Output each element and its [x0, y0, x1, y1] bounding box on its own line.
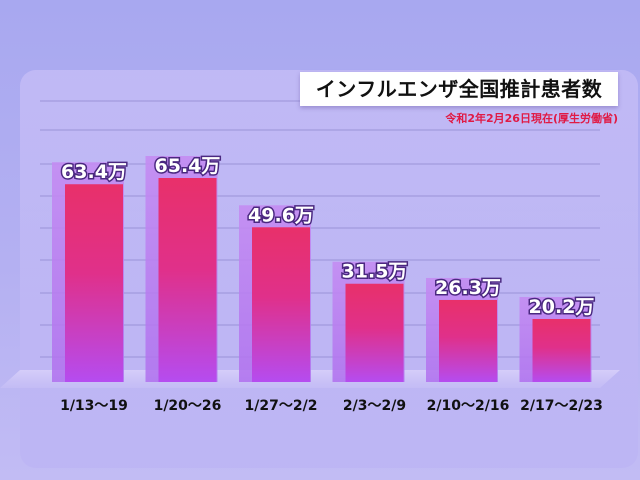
- data-label: 26.3万: [435, 277, 501, 299]
- data-label: 20.2万: [529, 296, 595, 318]
- bar: [65, 184, 123, 382]
- data-label: 31.5万: [342, 261, 408, 283]
- bars: [52, 156, 592, 382]
- bar: [252, 227, 310, 382]
- data-label: 65.4万: [155, 155, 221, 177]
- data-labels: 63.4万 65.4万 49.6万 31.5万 26.3万 20.2万: [60, 154, 596, 320]
- chart-title: インフルエンザ全国推計患者数: [315, 77, 603, 101]
- bar: [345, 283, 404, 382]
- bar: [532, 318, 591, 382]
- gridlines: [40, 100, 600, 358]
- x-tick-label: 1/13〜19: [60, 398, 128, 414]
- bar: [158, 178, 217, 382]
- x-axis-labels: 1/13〜19 1/20〜26 1/27〜2/2 2/3〜2/9 2/10〜2/16 2/…: [60, 398, 603, 414]
- x-tick-label: 2/10〜2/16: [427, 398, 510, 414]
- data-label: 63.4万: [61, 161, 127, 183]
- x-tick-label: 1/27〜2/2: [245, 398, 318, 414]
- x-tick-label: 1/20〜26: [154, 398, 222, 414]
- data-label: 49.6万: [248, 204, 314, 226]
- x-tick-label: 2/3〜2/9: [343, 398, 406, 414]
- title-box: インフルエンザ全国推計患者数: [300, 72, 618, 106]
- bar: [439, 299, 497, 382]
- chart-subtitle: 令和2年2月26日現在(厚生労働省): [445, 112, 618, 125]
- x-tick-label: 2/17〜2/23: [520, 398, 603, 414]
